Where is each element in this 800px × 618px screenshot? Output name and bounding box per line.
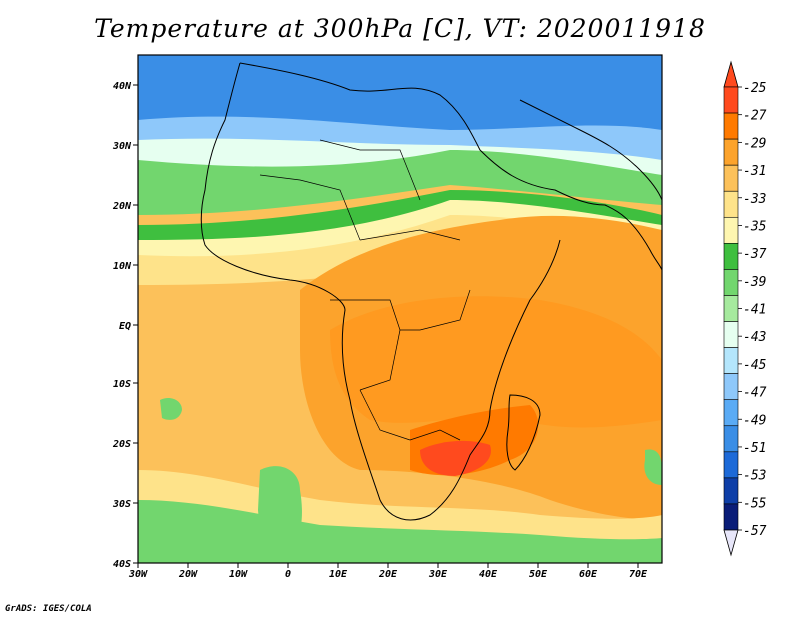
lon-label: 20E xyxy=(378,569,398,580)
colorbar-cell xyxy=(723,295,739,322)
colorbar-label: -47 xyxy=(743,386,767,401)
lon-label: 10E xyxy=(329,569,348,580)
tick-marks xyxy=(133,84,639,568)
colorbar-cell xyxy=(723,425,739,453)
country-borders xyxy=(259,139,471,441)
colorbar: -25 -27 -29 -31 -33 -35 -37 -39 -41 -43 -45 -47 -49 -… xyxy=(723,60,767,557)
coast-africa xyxy=(200,62,561,521)
lon-label: 70E xyxy=(629,569,648,580)
map-title: Temperature at 300hPa [C], VT: 202001191… xyxy=(94,14,706,43)
blob-south-atlantic xyxy=(258,466,302,556)
coastlines xyxy=(200,62,662,521)
colorbar-cell xyxy=(723,321,739,348)
colorbar-cell xyxy=(723,451,739,479)
colorbar-cell xyxy=(723,477,739,505)
lat-label: 30N xyxy=(112,141,132,152)
colorbar-cell xyxy=(723,86,739,114)
colorbar-label: -57 xyxy=(743,524,767,539)
colorbar-cell xyxy=(723,112,739,140)
colorbar-label: -41 xyxy=(743,303,766,318)
colorbar-cell xyxy=(723,347,739,374)
lat-label: 40N xyxy=(113,81,132,92)
lat-label: 30S xyxy=(112,499,131,510)
colorbar-label: -33 xyxy=(743,192,766,207)
blob-indian xyxy=(644,449,662,485)
blob-atlantic xyxy=(160,398,182,420)
coast-north-east xyxy=(239,62,662,271)
colorbar-label: -31 xyxy=(743,164,766,179)
colorbar-cell xyxy=(723,164,739,192)
colorbar-label: -55 xyxy=(743,496,767,511)
colorbar-label: -25 xyxy=(743,81,767,96)
lat-label: 10S xyxy=(113,379,131,390)
map-frame xyxy=(137,54,663,564)
coast-arabia-north xyxy=(519,99,662,201)
credit-text: GrADS: IGES/COLA xyxy=(5,604,92,614)
colorbar-label: -53 xyxy=(743,469,766,484)
colorbar-cell xyxy=(723,138,739,166)
lon-label: 60E xyxy=(579,569,598,580)
lat-label: 20N xyxy=(112,201,132,212)
lon-label: 30W xyxy=(128,569,148,580)
colorbar-label: -39 xyxy=(743,275,766,290)
colorbar-label: -43 xyxy=(743,330,766,345)
colorbar-cell xyxy=(723,503,739,531)
lon-label: 20W xyxy=(178,569,198,580)
colorbar-label: -49 xyxy=(743,413,766,428)
colorbar-cell xyxy=(723,269,739,296)
colorbar-cell xyxy=(723,399,739,427)
colorbar-top-arrow xyxy=(723,60,739,88)
colorbar-cell xyxy=(723,190,739,218)
colorbar-cell xyxy=(723,243,739,270)
colorbar-cell xyxy=(723,373,739,401)
colorbar-label: -45 xyxy=(743,358,767,373)
colorbar-label: -35 xyxy=(743,219,767,234)
lon-label: 40E xyxy=(479,569,498,580)
lat-label: EQ xyxy=(119,321,131,332)
longitude-labels: 30W 20W 10W 0 10E 20E 30E 40E 50E 60E 70… xyxy=(128,569,648,580)
colorbar-label: -27 xyxy=(743,109,767,124)
lon-label: 10W xyxy=(229,569,248,580)
colorbar-cell xyxy=(723,216,739,244)
lat-label: 20S xyxy=(112,439,131,450)
colorbar-label: -51 xyxy=(743,441,766,456)
colorbar-label: -29 xyxy=(743,136,766,151)
band-orange-mid xyxy=(330,296,662,428)
lat-label: 40S xyxy=(113,559,131,570)
latitude-labels: 40N 30N 20N 10N EQ 10S 20S 30S 40S xyxy=(112,81,132,570)
lon-label: 50E xyxy=(529,569,548,580)
band-green xyxy=(138,150,662,215)
coast-madagascar xyxy=(506,394,541,471)
lon-label: 0 xyxy=(285,569,291,580)
temperature-field xyxy=(138,55,662,563)
lat-label: 10N xyxy=(113,261,132,272)
colorbar-label: -37 xyxy=(743,247,767,262)
colorbar-bottom-arrow xyxy=(723,529,739,557)
lon-label: 30E xyxy=(428,569,448,580)
